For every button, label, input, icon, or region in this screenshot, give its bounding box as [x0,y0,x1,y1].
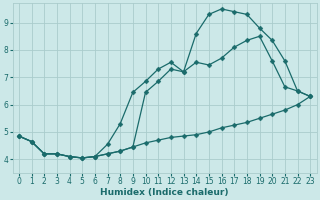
X-axis label: Humidex (Indice chaleur): Humidex (Indice chaleur) [100,188,229,197]
